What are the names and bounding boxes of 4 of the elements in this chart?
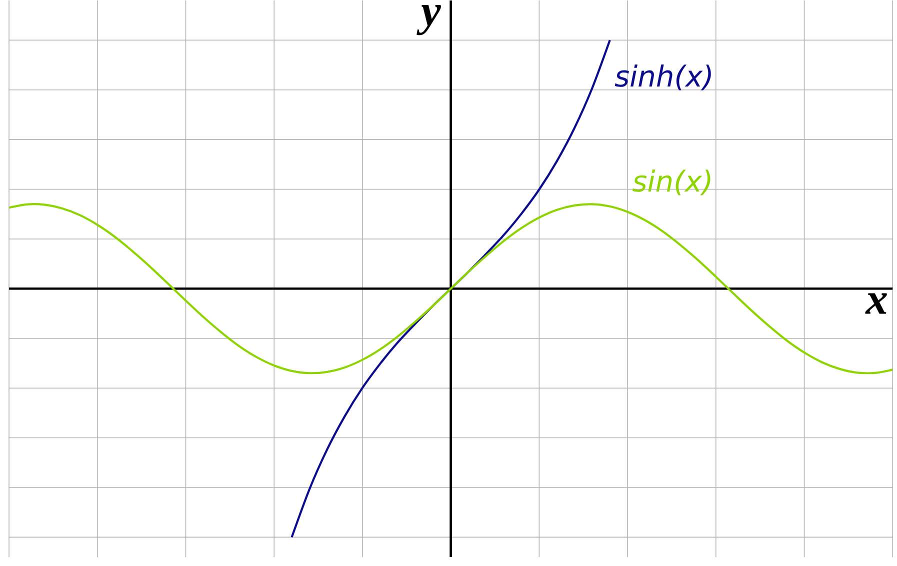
series-label: sin(x) <box>632 170 710 196</box>
x-axis-title: x <box>865 293 887 314</box>
y-axis-title: y <box>416 4 442 36</box>
series-label: sinh(x) <box>614 64 711 90</box>
